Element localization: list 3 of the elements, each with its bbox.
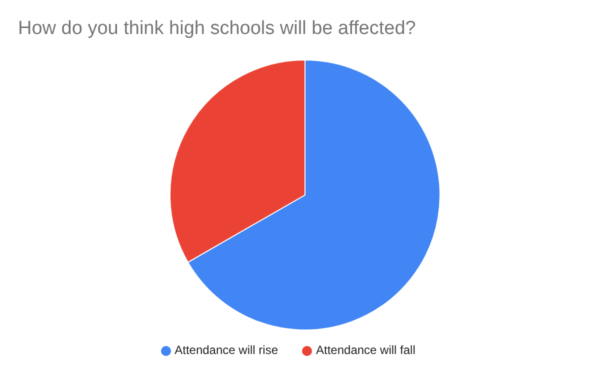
legend-label: Attendance will fall xyxy=(316,343,416,357)
legend-label: Attendance will rise xyxy=(174,343,278,357)
chart-title: How do you think high schools will be affected? xyxy=(18,18,416,40)
